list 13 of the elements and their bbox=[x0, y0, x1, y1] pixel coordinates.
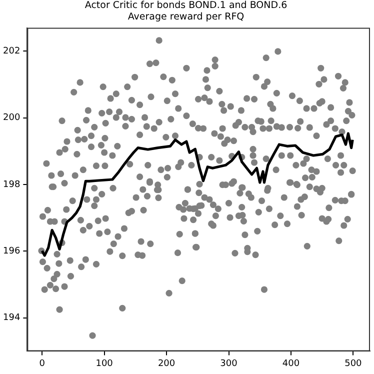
chart-subtitle: Average reward per RFQ bbox=[128, 12, 244, 23]
x-tick-label: 0 bbox=[39, 358, 46, 369]
x-tick-label: 400 bbox=[282, 358, 300, 369]
x-tick-label: 100 bbox=[96, 358, 114, 369]
chart-title: Actor Critic for bonds BOND.1 and BOND.6 bbox=[84, 0, 288, 12]
x-tick-label: 300 bbox=[220, 358, 238, 369]
x-tick-label: 500 bbox=[344, 358, 362, 369]
y-tick-label: 196 bbox=[2, 246, 20, 257]
x-tick-label: 200 bbox=[158, 358, 176, 369]
y-tick-label: 194 bbox=[2, 313, 20, 324]
y-tick-label: 200 bbox=[2, 113, 20, 124]
y-tick-label: 202 bbox=[2, 46, 20, 56]
y-tick-label: 198 bbox=[2, 180, 20, 190]
